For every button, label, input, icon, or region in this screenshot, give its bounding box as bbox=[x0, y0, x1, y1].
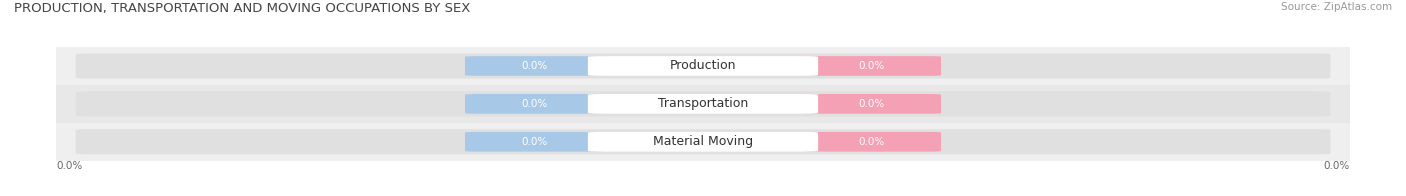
FancyBboxPatch shape bbox=[76, 91, 1330, 116]
FancyBboxPatch shape bbox=[801, 94, 941, 114]
FancyBboxPatch shape bbox=[588, 56, 818, 76]
Text: 0.0%: 0.0% bbox=[1323, 161, 1350, 171]
Text: Material Moving: Material Moving bbox=[652, 135, 754, 148]
Bar bbox=[56, 123, 1350, 161]
Text: 0.0%: 0.0% bbox=[858, 61, 884, 71]
Text: 0.0%: 0.0% bbox=[522, 99, 548, 109]
Text: 0.0%: 0.0% bbox=[522, 61, 548, 71]
FancyBboxPatch shape bbox=[801, 56, 941, 76]
Bar bbox=[56, 85, 1350, 123]
FancyBboxPatch shape bbox=[76, 129, 1330, 154]
Text: 0.0%: 0.0% bbox=[56, 161, 83, 171]
Text: 0.0%: 0.0% bbox=[522, 137, 548, 147]
Text: 0.0%: 0.0% bbox=[858, 137, 884, 147]
Text: PRODUCTION, TRANSPORTATION AND MOVING OCCUPATIONS BY SEX: PRODUCTION, TRANSPORTATION AND MOVING OC… bbox=[14, 2, 471, 15]
Bar bbox=[56, 47, 1350, 85]
FancyBboxPatch shape bbox=[465, 94, 605, 114]
FancyBboxPatch shape bbox=[588, 132, 818, 152]
Text: Production: Production bbox=[669, 60, 737, 73]
FancyBboxPatch shape bbox=[801, 132, 941, 152]
Text: Source: ZipAtlas.com: Source: ZipAtlas.com bbox=[1281, 2, 1392, 12]
FancyBboxPatch shape bbox=[465, 56, 605, 76]
FancyBboxPatch shape bbox=[465, 132, 605, 152]
FancyBboxPatch shape bbox=[588, 94, 818, 114]
FancyBboxPatch shape bbox=[76, 54, 1330, 78]
Text: 0.0%: 0.0% bbox=[858, 99, 884, 109]
Text: Transportation: Transportation bbox=[658, 97, 748, 110]
